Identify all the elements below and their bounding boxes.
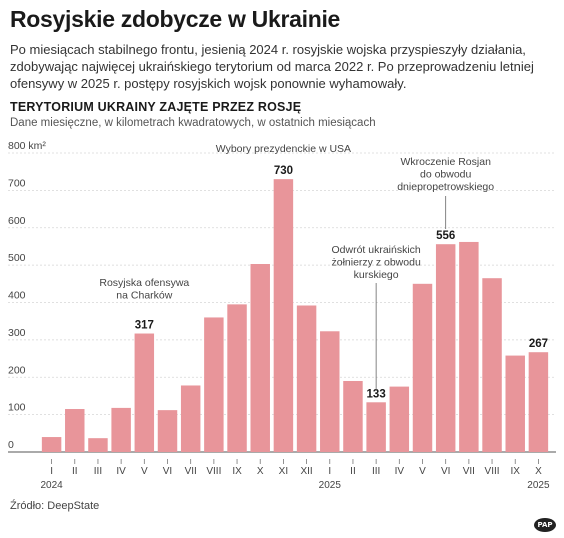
- bar: [296, 305, 317, 452]
- annotation-label: na Charków: [116, 290, 172, 302]
- bar: [459, 241, 479, 452]
- bar: [157, 410, 178, 452]
- year-label: 2025: [527, 480, 550, 491]
- annotation-label: Wybory prezydenckie w USA: [216, 143, 351, 155]
- x-tick-label: III: [372, 466, 380, 477]
- bar: [65, 409, 85, 452]
- annotation-label: żołnierzy z obwodu: [331, 257, 420, 269]
- annotation-label: kurskiego: [354, 269, 399, 281]
- bar: [250, 264, 270, 452]
- bar: [227, 304, 247, 452]
- data-label: 730: [274, 165, 293, 177]
- data-label: 267: [529, 338, 548, 350]
- bar: [412, 283, 433, 452]
- x-tick-label: IV: [116, 466, 126, 477]
- annotation-label: Wkroczenie Rosjan: [400, 156, 491, 168]
- bar: [41, 437, 62, 452]
- bar: [505, 355, 525, 452]
- bar: [273, 179, 294, 452]
- x-tick-label: X: [257, 466, 264, 477]
- y-tick-label: 200: [8, 364, 26, 376]
- x-tick-label: XII: [300, 466, 312, 477]
- x-tick-label: VI: [163, 466, 172, 477]
- annotation-label: Odwrót ukraińskich: [331, 244, 420, 256]
- bar: [389, 386, 410, 452]
- bar: [134, 333, 155, 452]
- x-tick-label: VII: [185, 466, 197, 477]
- x-tick-label: X: [535, 466, 542, 477]
- x-tick-label: XI: [279, 466, 288, 477]
- y-tick-label: 800 km²: [8, 140, 46, 152]
- chart-unit-note: Dane miesięczne, w kilometrach kwadratow…: [10, 117, 376, 129]
- annotation-label: do obwodu: [420, 169, 472, 181]
- x-tick-label: VII: [463, 466, 475, 477]
- data-label: 133: [367, 388, 386, 400]
- x-tick-label: IX: [511, 466, 521, 477]
- bar: [320, 331, 340, 452]
- x-tick-label: I: [328, 466, 331, 477]
- bar: [482, 278, 502, 452]
- chart-subtitle: TERYTORIUM UKRAINY ZAJĘTE PRZEZ ROSJĘ: [10, 100, 302, 114]
- year-label: 2025: [319, 480, 342, 491]
- y-tick-label: 500: [8, 252, 26, 264]
- x-tick-label: VI: [441, 466, 450, 477]
- x-tick-label: II: [350, 466, 356, 477]
- intro-text: Po miesiącach stabilnego frontu, jesieni…: [10, 42, 534, 91]
- x-tick-label: I: [50, 466, 53, 477]
- bar: [88, 438, 108, 452]
- source-note: Źródło: DeepState: [10, 500, 100, 512]
- bar: [180, 385, 201, 452]
- x-tick-label: II: [72, 466, 78, 477]
- x-tick-label: VIII: [206, 466, 221, 477]
- bar: [204, 317, 224, 452]
- data-label: 317: [135, 320, 154, 332]
- page-title: Rosyjskie zdobycze w Ukrainie: [10, 6, 341, 32]
- y-tick-label: 100: [8, 402, 26, 414]
- x-tick-label: V: [141, 466, 148, 477]
- y-tick-label: 600: [8, 215, 26, 227]
- bar: [343, 380, 363, 452]
- bar: [366, 402, 386, 452]
- y-tick-label: 400: [8, 290, 26, 302]
- x-tick-label: V: [419, 466, 426, 477]
- bar: [435, 244, 456, 452]
- annotation-label: dniepropetrowskiego: [397, 181, 494, 193]
- data-label: 556: [436, 230, 455, 242]
- y-tick-label: 700: [8, 177, 26, 189]
- pap-logo: PAP: [534, 518, 556, 532]
- bar: [528, 352, 549, 452]
- x-tick-label: III: [94, 466, 102, 477]
- year-label: 2024: [40, 480, 63, 491]
- bar: [111, 407, 131, 452]
- x-tick-label: IX: [232, 466, 242, 477]
- x-tick-label: IV: [395, 466, 405, 477]
- x-tick-label: VIII: [485, 466, 500, 477]
- y-tick-label: 300: [8, 327, 26, 339]
- annotation-label: Rosyjska ofensywa: [99, 277, 189, 289]
- y-tick-label: 0: [8, 439, 14, 451]
